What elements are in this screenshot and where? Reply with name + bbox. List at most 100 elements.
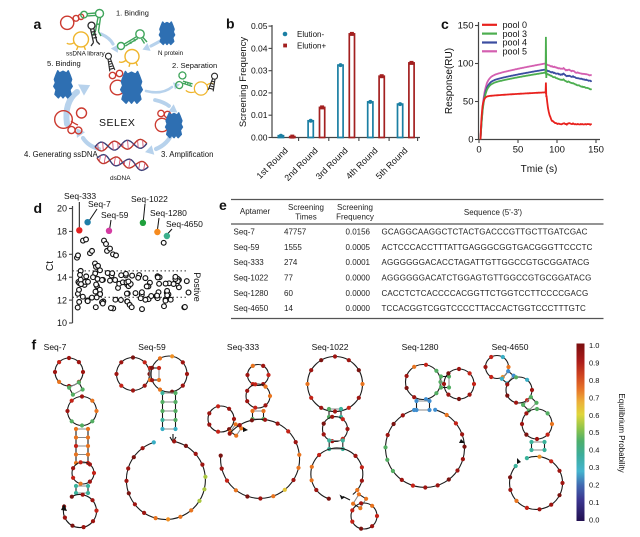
- svg-text:47757: 47757: [284, 228, 307, 237]
- svg-text:50: 50: [513, 145, 524, 156]
- svg-text:Seq-1022: Seq-1022: [312, 342, 349, 352]
- svg-text:4. Generating ssDNA: 4. Generating ssDNA: [24, 150, 98, 159]
- svg-text:0.0000: 0.0000: [346, 289, 371, 298]
- svg-text:0.5: 0.5: [589, 428, 599, 437]
- svg-text:0.6: 0.6: [589, 411, 599, 420]
- svg-text:0.4: 0.4: [589, 446, 599, 455]
- svg-text:N protein: N protein: [158, 50, 184, 57]
- svg-text:Postive: Postive: [192, 272, 202, 302]
- svg-text:ACTCCCACCTTTATTGAGGGCGGTGACGGG: ACTCCCACCTTTATTGAGGGCGGTGACGGGTTCCCTC: [382, 243, 593, 252]
- svg-text:pool 3: pool 3: [503, 29, 528, 39]
- svg-text:0.05: 0.05: [251, 21, 268, 31]
- svg-text:CACCTCTCACCCCACGGTTCTGGTCCTTCC: CACCTCTCACCCCACGGTTCTGGTCCTTCCCCGACG: [382, 289, 589, 298]
- svg-text:Sequence (5'-3'): Sequence (5'-3'): [464, 208, 523, 217]
- svg-text:dsDNA: dsDNA: [110, 175, 131, 182]
- svg-text:2. Separation: 2. Separation: [172, 61, 217, 70]
- svg-text:Seq-7: Seq-7: [44, 342, 67, 352]
- svg-text:5th Round: 5th Round: [374, 145, 410, 181]
- svg-text:0.7: 0.7: [589, 393, 599, 402]
- svg-text:60: 60: [284, 289, 293, 298]
- svg-text:Response(RU): Response(RU): [444, 48, 455, 114]
- svg-text:pool 0: pool 0: [503, 20, 528, 30]
- svg-text:a: a: [34, 16, 42, 32]
- svg-text:Seq-1280: Seq-1280: [402, 342, 439, 352]
- svg-text:Seq-59: Seq-59: [138, 342, 166, 352]
- svg-text:Seq-333: Seq-333: [234, 258, 265, 267]
- svg-text:0.03: 0.03: [251, 66, 268, 76]
- svg-text:Seq-7: Seq-7: [88, 199, 111, 209]
- svg-text:1555: 1555: [284, 243, 302, 252]
- svg-text:Screening: Screening: [337, 203, 373, 212]
- svg-text:Seq-59: Seq-59: [234, 243, 260, 252]
- svg-text:ssDNA library: ssDNA library: [66, 51, 106, 58]
- svg-text:Frequency: Frequency: [336, 213, 374, 222]
- svg-text:Tmie (s): Tmie (s): [521, 164, 558, 175]
- svg-text:0.1: 0.1: [589, 498, 599, 507]
- svg-text:150: 150: [458, 21, 474, 32]
- svg-text:AGGGGGGACATCTGGAGTGTTGGCCGTGCG: AGGGGGGACATCTGGAGTGTTGGCCGTGCGGATACG: [382, 274, 592, 283]
- svg-text:Seq-1280: Seq-1280: [150, 208, 187, 218]
- svg-text:Screening Frequency: Screening Frequency: [238, 37, 249, 128]
- svg-text:c: c: [441, 16, 449, 32]
- svg-text:d: d: [34, 200, 43, 216]
- svg-text:0.0: 0.0: [589, 516, 599, 525]
- svg-text:0.02: 0.02: [251, 88, 268, 98]
- svg-text:0.0000: 0.0000: [346, 304, 371, 313]
- svg-text:5. Binding: 5. Binding: [47, 59, 81, 68]
- svg-text:Seq-1022: Seq-1022: [131, 194, 168, 204]
- svg-text:0: 0: [476, 145, 481, 156]
- svg-text:Seq-4650: Seq-4650: [492, 342, 529, 352]
- svg-text:f: f: [32, 337, 37, 353]
- svg-text:Ct: Ct: [45, 261, 56, 271]
- svg-text:100: 100: [549, 145, 565, 156]
- svg-text:Seq-333: Seq-333: [64, 191, 96, 201]
- svg-text:14: 14: [284, 304, 293, 313]
- svg-text:0.0000: 0.0000: [346, 274, 371, 283]
- svg-text:16: 16: [57, 250, 67, 260]
- svg-text:0.00: 0.00: [251, 133, 268, 143]
- svg-text:0.3: 0.3: [589, 463, 599, 472]
- svg-text:Seq-333: Seq-333: [227, 342, 259, 352]
- svg-text:0.0156: 0.0156: [346, 228, 371, 237]
- svg-text:Aptamer: Aptamer: [240, 207, 271, 216]
- svg-text:0.0001: 0.0001: [346, 258, 371, 267]
- svg-text:GCAGGCAAGGCTCTACTGACCCGTTGCTTG: GCAGGCAAGGCTCTACTGACCCGTTGCTTGATCGAC: [382, 228, 588, 237]
- svg-text:pool 4: pool 4: [503, 38, 528, 48]
- svg-text:10: 10: [57, 318, 67, 328]
- svg-text:0: 0: [468, 135, 473, 146]
- svg-text:Seq-4650: Seq-4650: [166, 219, 203, 229]
- svg-text:Equilibrium Probability: Equilibrium Probability: [617, 393, 626, 472]
- svg-text:0.9: 0.9: [589, 358, 599, 367]
- svg-text:77: 77: [284, 274, 293, 283]
- svg-text:12: 12: [57, 295, 67, 305]
- svg-text:3. Amplification: 3. Amplification: [161, 150, 213, 159]
- svg-text:0.01: 0.01: [251, 110, 268, 120]
- svg-text:Times: Times: [295, 213, 316, 222]
- svg-text:Screening: Screening: [288, 203, 324, 212]
- svg-text:AGGGGGGACACCTAGATTGTTGGCCGTGCG: AGGGGGGACACCTAGATTGTTGGCCGTGCGGATACG: [382, 258, 590, 267]
- svg-text:TCCACGGTCGGTCCCCTTACCACTGGTCCC: TCCACGGTCGGTCCCCTTACCACTGGTCCCTTTGTC: [382, 304, 587, 313]
- svg-text:20: 20: [57, 204, 67, 214]
- svg-text:Elution+: Elution+: [297, 42, 326, 51]
- svg-text:1.0: 1.0: [589, 341, 599, 350]
- svg-text:3rd Round: 3rd Round: [314, 145, 350, 181]
- svg-text:Seq-1022: Seq-1022: [234, 274, 269, 283]
- svg-text:Seq-4650: Seq-4650: [234, 304, 269, 313]
- svg-text:100: 100: [458, 59, 474, 70]
- svg-text:Elution-: Elution-: [297, 30, 324, 39]
- svg-text:pool 5: pool 5: [503, 47, 528, 57]
- svg-text:1. Binding: 1. Binding: [116, 9, 149, 18]
- svg-text:50: 50: [463, 97, 474, 108]
- svg-text:0.0005: 0.0005: [346, 243, 371, 252]
- svg-text:e: e: [219, 197, 227, 213]
- svg-text:0.04: 0.04: [251, 43, 268, 53]
- svg-text:14: 14: [57, 272, 67, 282]
- svg-text:SELEX: SELEX: [99, 117, 135, 129]
- svg-text:274: 274: [284, 258, 298, 267]
- svg-text:Seq-1280: Seq-1280: [234, 289, 269, 298]
- svg-text:150: 150: [588, 145, 604, 156]
- svg-text:0.2: 0.2: [589, 481, 599, 490]
- svg-text:b: b: [226, 16, 235, 32]
- svg-text:Seq-7: Seq-7: [234, 228, 256, 237]
- svg-text:0.8: 0.8: [589, 376, 599, 385]
